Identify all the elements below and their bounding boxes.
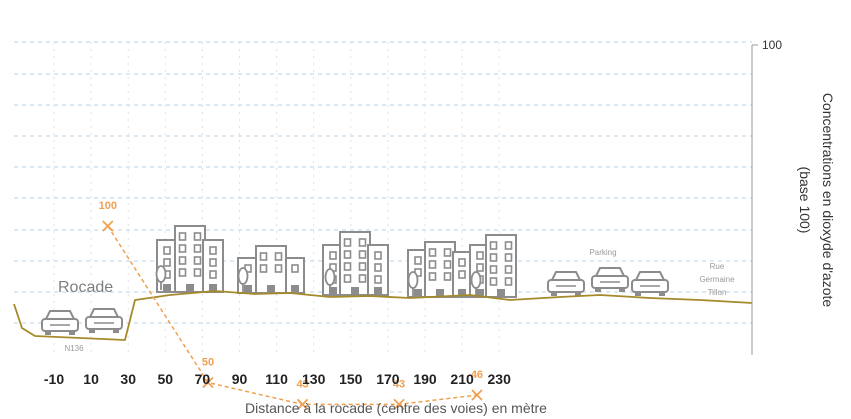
building-icon [452,251,472,298]
building-icon [255,245,287,294]
x-tick-label: 110 [265,371,288,387]
buildings-illustration [155,225,517,298]
car-icon [85,308,123,333]
data-label: 100 [99,200,117,212]
cars-illustration [41,267,669,335]
tree-icon [155,265,167,290]
x-tick-label: 10 [83,371,99,387]
data-label: 43 [296,378,308,390]
data-label: 43 [393,378,405,390]
building-icon [174,225,206,293]
x-tick-label: -10 [44,371,64,387]
x-tick-label: 230 [488,371,512,387]
parking-label: Parking [589,248,616,257]
gridlines [14,41,752,355]
no2-series: 100 50 43 43 46 [99,200,483,411]
n136-label: N136 [64,344,84,353]
ground-profile-line [13,290,753,341]
data-label: 46 [471,369,483,381]
x-tick-label: 30 [120,371,136,387]
x-tick-label: 70 [195,371,211,387]
data-point-marker [202,376,214,389]
street-label-line3: Tillon [708,288,727,297]
x-axis-label: Distance à la rocade (centre des voies) … [245,400,547,416]
rocade-label: Rocade [58,279,113,296]
building-icon [424,241,456,298]
car-icon [41,310,79,335]
x-tick-label: 210 [450,371,474,387]
car-icon [591,267,629,292]
data-label: 50 [202,357,214,369]
y-axis: 100 [751,38,782,355]
x-tick-label: 190 [413,371,437,387]
building-icon [202,239,224,293]
x-tick-label: 170 [376,371,400,387]
illustration-labels: Rocade N136 Parking Rue Germaine Tillon [58,248,735,353]
data-point-marker [471,389,483,401]
x-tick-label: 150 [339,371,363,387]
building-icon [339,231,371,296]
street-label-line2: Germaine [699,275,735,284]
car-icon [547,271,585,296]
y-tick-label: 100 [762,38,782,52]
car-icon [631,271,669,296]
building-icon [485,234,517,298]
x-axis-ticks: -10 10 30 50 70 90 110 130 150 170 190 210 230 [44,371,511,387]
street-label-line1: Rue [710,262,725,271]
x-tick-label: 90 [232,371,248,387]
y-axis-label: Concentrations en dioxyde d'azote (base … [797,93,836,308]
data-point-marker [102,220,114,232]
tree-icon [237,267,249,292]
x-tick-label: 130 [302,371,326,387]
tree-icon [324,268,336,293]
building-icon [367,244,389,296]
y-axis-label-line1: Concentrations en dioxyde d'azote [820,93,836,308]
tree-icon [407,271,419,296]
tree-icon [470,271,482,296]
y-axis-label-line2: (base 100) [797,167,813,234]
building-icon [285,257,305,294]
x-tick-label: 50 [158,371,174,387]
data-point-marker [296,398,309,411]
data-point-marker [393,398,405,411]
